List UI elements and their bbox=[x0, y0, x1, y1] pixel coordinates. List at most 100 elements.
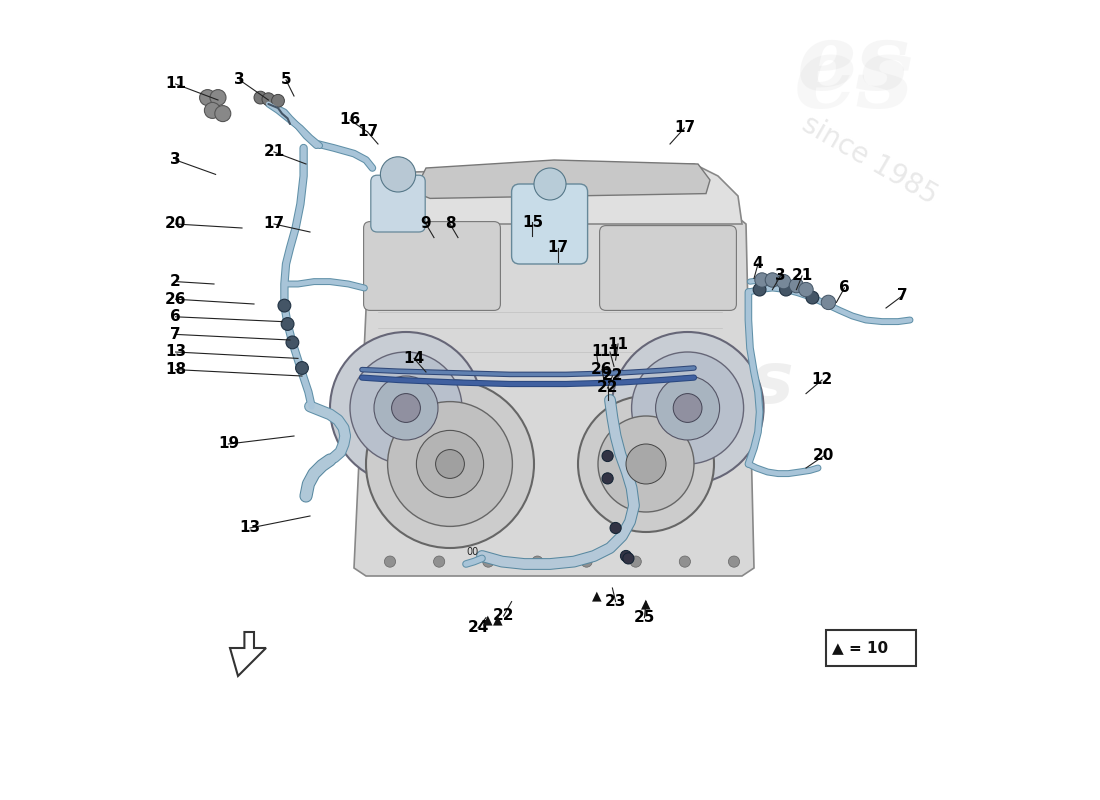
Text: 3: 3 bbox=[170, 153, 180, 167]
Text: 23: 23 bbox=[605, 594, 626, 609]
Polygon shape bbox=[382, 164, 742, 224]
Circle shape bbox=[578, 396, 714, 532]
Text: ▲: ▲ bbox=[493, 614, 503, 626]
Text: 22: 22 bbox=[493, 609, 515, 623]
Circle shape bbox=[623, 553, 634, 564]
Circle shape bbox=[789, 278, 804, 293]
Text: 17: 17 bbox=[263, 217, 285, 231]
Circle shape bbox=[630, 556, 641, 567]
Text: 21: 21 bbox=[791, 269, 813, 283]
Polygon shape bbox=[230, 632, 266, 676]
Polygon shape bbox=[414, 160, 710, 198]
Circle shape bbox=[296, 362, 308, 374]
Circle shape bbox=[205, 102, 220, 118]
Text: 22: 22 bbox=[597, 380, 618, 394]
Text: 7: 7 bbox=[896, 289, 907, 303]
Text: 19: 19 bbox=[218, 437, 239, 451]
Circle shape bbox=[598, 416, 694, 512]
Circle shape bbox=[392, 394, 420, 422]
Circle shape bbox=[199, 90, 216, 106]
Circle shape bbox=[350, 352, 462, 464]
Circle shape bbox=[531, 556, 543, 567]
Circle shape bbox=[656, 376, 719, 440]
Circle shape bbox=[387, 402, 513, 526]
Text: 20: 20 bbox=[165, 217, 186, 231]
Circle shape bbox=[602, 450, 613, 462]
FancyBboxPatch shape bbox=[600, 226, 736, 310]
Circle shape bbox=[433, 556, 444, 567]
Circle shape bbox=[766, 273, 780, 287]
Text: 8: 8 bbox=[444, 217, 455, 231]
Circle shape bbox=[282, 318, 294, 330]
Circle shape bbox=[214, 106, 231, 122]
Text: eurospares: eurospares bbox=[338, 350, 794, 418]
Circle shape bbox=[806, 291, 818, 304]
Text: 17: 17 bbox=[358, 125, 378, 139]
FancyBboxPatch shape bbox=[826, 630, 915, 666]
Text: ▲ = 10: ▲ = 10 bbox=[833, 640, 889, 654]
Circle shape bbox=[777, 274, 791, 289]
Text: 6: 6 bbox=[170, 310, 182, 324]
Circle shape bbox=[278, 299, 290, 312]
Text: es: es bbox=[794, 32, 914, 128]
Text: 9: 9 bbox=[420, 217, 431, 231]
Circle shape bbox=[755, 273, 769, 287]
Circle shape bbox=[210, 90, 225, 106]
Circle shape bbox=[366, 380, 534, 548]
Text: 00: 00 bbox=[466, 547, 478, 557]
Text: es: es bbox=[798, 19, 911, 109]
Circle shape bbox=[384, 556, 396, 567]
Circle shape bbox=[417, 430, 484, 498]
Text: 21: 21 bbox=[263, 145, 285, 159]
Text: 17: 17 bbox=[548, 241, 569, 255]
Circle shape bbox=[626, 444, 666, 484]
Text: 26: 26 bbox=[165, 292, 186, 306]
Text: 1: 1 bbox=[591, 345, 602, 359]
Text: 3: 3 bbox=[776, 269, 785, 283]
Text: 14: 14 bbox=[404, 351, 425, 366]
Polygon shape bbox=[354, 208, 754, 576]
Circle shape bbox=[610, 522, 621, 534]
Circle shape bbox=[534, 168, 566, 200]
Circle shape bbox=[728, 556, 739, 567]
Text: 18: 18 bbox=[165, 362, 186, 377]
Circle shape bbox=[780, 283, 792, 296]
Text: 13: 13 bbox=[165, 345, 186, 359]
Circle shape bbox=[620, 550, 631, 562]
Text: ▲: ▲ bbox=[641, 598, 651, 610]
Circle shape bbox=[286, 336, 299, 349]
Circle shape bbox=[254, 91, 267, 104]
Text: ▲: ▲ bbox=[592, 590, 602, 602]
FancyBboxPatch shape bbox=[371, 175, 426, 232]
Text: 16: 16 bbox=[340, 113, 361, 127]
Circle shape bbox=[799, 282, 813, 297]
FancyBboxPatch shape bbox=[364, 222, 500, 310]
Circle shape bbox=[330, 332, 482, 484]
Circle shape bbox=[381, 157, 416, 192]
FancyBboxPatch shape bbox=[512, 184, 587, 264]
Text: 3: 3 bbox=[234, 73, 245, 87]
Text: 12: 12 bbox=[812, 373, 833, 387]
Circle shape bbox=[822, 295, 836, 310]
Text: ▲: ▲ bbox=[483, 614, 493, 626]
Text: 11: 11 bbox=[607, 337, 628, 351]
Text: 5: 5 bbox=[280, 73, 292, 87]
Text: 6: 6 bbox=[839, 281, 850, 295]
Text: a passion since 1985: a passion since 1985 bbox=[434, 436, 697, 460]
Circle shape bbox=[581, 556, 592, 567]
Circle shape bbox=[612, 332, 763, 484]
Circle shape bbox=[436, 450, 464, 478]
Circle shape bbox=[680, 556, 691, 567]
Text: 15: 15 bbox=[521, 215, 543, 230]
Circle shape bbox=[631, 352, 744, 464]
Text: 11: 11 bbox=[165, 77, 186, 91]
Text: 22: 22 bbox=[602, 369, 623, 383]
Circle shape bbox=[272, 94, 285, 107]
Text: 2: 2 bbox=[170, 274, 182, 289]
Circle shape bbox=[374, 376, 438, 440]
Text: 20: 20 bbox=[813, 449, 834, 463]
Text: 17: 17 bbox=[674, 121, 695, 135]
Circle shape bbox=[262, 93, 275, 106]
Circle shape bbox=[754, 283, 766, 296]
Circle shape bbox=[673, 394, 702, 422]
